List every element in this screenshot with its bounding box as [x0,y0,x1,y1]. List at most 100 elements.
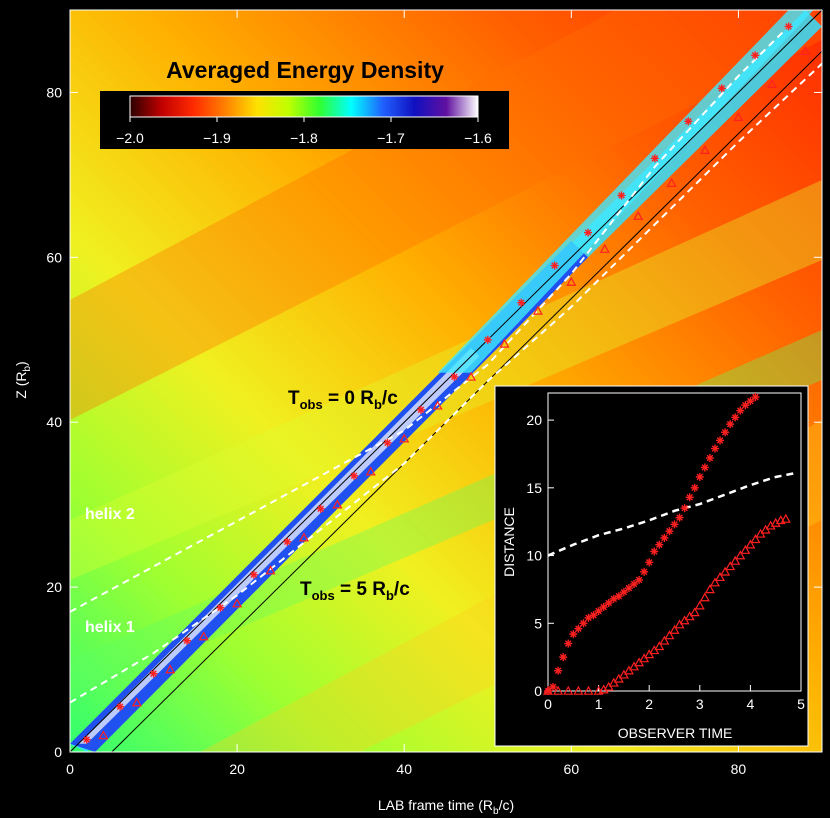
inset-y-tick-label: 10 [526,548,542,564]
inset-y-tick-label: 5 [534,615,542,631]
inset-asterisk-point [680,504,689,513]
inset-y-title: DISTANCE [501,507,517,577]
inset-asterisk-point [741,401,750,410]
svg-text:Tobs = 5 Rb/c: Tobs = 5 Rb/c [300,579,410,603]
inset-triangle-point [542,685,554,695]
main-asterisk-point [650,154,659,163]
main-triangle-point [599,243,610,253]
inset-asterisk-point [584,613,593,622]
inset-asterisk-point [604,598,613,607]
svg-text:Tobs = 0 Rb/c: Tobs = 0 Rb/c [288,388,398,412]
inset-asterisk-point [564,639,573,648]
inset-triangle-point [689,607,700,617]
main-triangle-point [399,433,410,443]
inset-asterisk-point [549,682,558,691]
main-asterisk-point [350,471,359,480]
inset-asterisk-point [554,666,563,675]
inset-asterisk-point [650,547,659,556]
inset-y-tick-label: 20 [526,412,542,428]
tobs0-main: T [288,388,300,409]
colorbar-gradient-bar [129,95,479,118]
inset-asterisk-point [731,413,740,422]
main-triangle-point [98,730,109,740]
tobs-label-0: Tobs = 0 Rb/c [288,388,398,412]
tobs5-main: T [300,579,312,600]
inset-asterisk-point [695,472,704,481]
main-asterisk-point [717,84,726,93]
main-asterisk-point [383,438,392,447]
x-tick-label: 20 [229,761,245,777]
inset-x-tick-label: 2 [645,696,653,712]
inset-asterisk-point [670,520,679,529]
colorbar: −2.0 −1.9 −1.8 −1.7 −1.6 [100,91,509,149]
inset-asterisk-point [736,406,745,415]
inset-triangle-point [750,534,761,544]
inset-background [494,385,809,747]
chart-title: Averaged Energy Density [166,57,444,83]
y-title-part2: ) [13,361,29,366]
x-title-part2: /c) [499,797,515,813]
inset-axes-frame [547,392,802,692]
svg-text:LAB frame time (Rb/c): LAB frame time (Rb/c) [378,797,514,817]
helix-line-1 [70,25,790,613]
inset-asterisk-point [645,558,654,567]
tobs5-rest: = 5 R [335,579,386,600]
inset-x-tick-label: 0 [544,696,552,712]
inset-asterisk-point [569,630,578,639]
y-tick-label: 40 [46,414,62,430]
inset-triangle-point [730,555,741,565]
inset-triangle-point [573,685,584,695]
main-triangle-point [766,78,777,89]
main-asterisk-point [751,51,760,60]
main-triangle-point [265,565,276,575]
tobs5-end: /c [394,579,410,600]
inset-triangle-point [669,624,680,634]
inset-triangle-point [725,561,736,571]
main-triangle-point [432,400,443,410]
main-asterisk-point [450,372,459,381]
inset-x-tick-label: 3 [696,696,704,712]
inset-asterisk-point [589,611,598,620]
main-triangle-point [198,631,209,641]
y-tick-label: 0 [54,744,62,760]
inset-x-tick-label: 1 [595,696,603,712]
inset-asterisk-point [685,493,694,502]
main-triangle-point [532,305,543,315]
y-axis-title: Z (Rb) [13,361,33,398]
inset-triangle-point [659,635,670,645]
inset-triangle-point [694,600,705,610]
colorbar-tick-label: −1.6 [464,130,492,146]
main-triangle-point [633,210,644,220]
inset-triangle-point [720,566,731,576]
main-asterisk-point [483,335,492,344]
main-asterisk-point [784,22,793,31]
main-triangle-point [666,177,677,187]
colorbar-tick-label: −1.7 [377,130,405,146]
tobs5-sub2: b [386,588,394,603]
inset-asterisk-point [559,653,568,662]
svg-text:Z (Rb): Z (Rb) [13,361,33,398]
main-asterisk-point [249,570,258,579]
inset-asterisk-point [705,454,714,463]
inset-helix-line [547,471,797,557]
y-title-sub: b [22,366,33,372]
inset-asterisk-point [635,575,644,584]
main-triangle-point [733,111,744,121]
main-asterisk-point [550,261,559,270]
tobs5-sub: obs [312,588,335,603]
inset-asterisk-point [721,428,730,437]
main-triangle-point [466,371,477,381]
main-triangle-point [298,532,309,542]
inset-asterisk-point [630,579,639,588]
inset-triangle-point [735,550,746,560]
main-asterisk-point [517,298,526,307]
y-tick-label: 20 [46,579,62,595]
inset-triangle-point [715,571,726,582]
inset-chart: 0 1 2 3 4 5 0 5 10 15 20 OBSERVER TIME DISTANCE [494,385,809,747]
main-asterisk-point [617,191,626,200]
main-triangle-point [165,664,176,674]
main-triangle-point [499,338,510,348]
helix-line-2 [70,62,822,704]
helix-2-label: helix 2 [85,506,135,523]
